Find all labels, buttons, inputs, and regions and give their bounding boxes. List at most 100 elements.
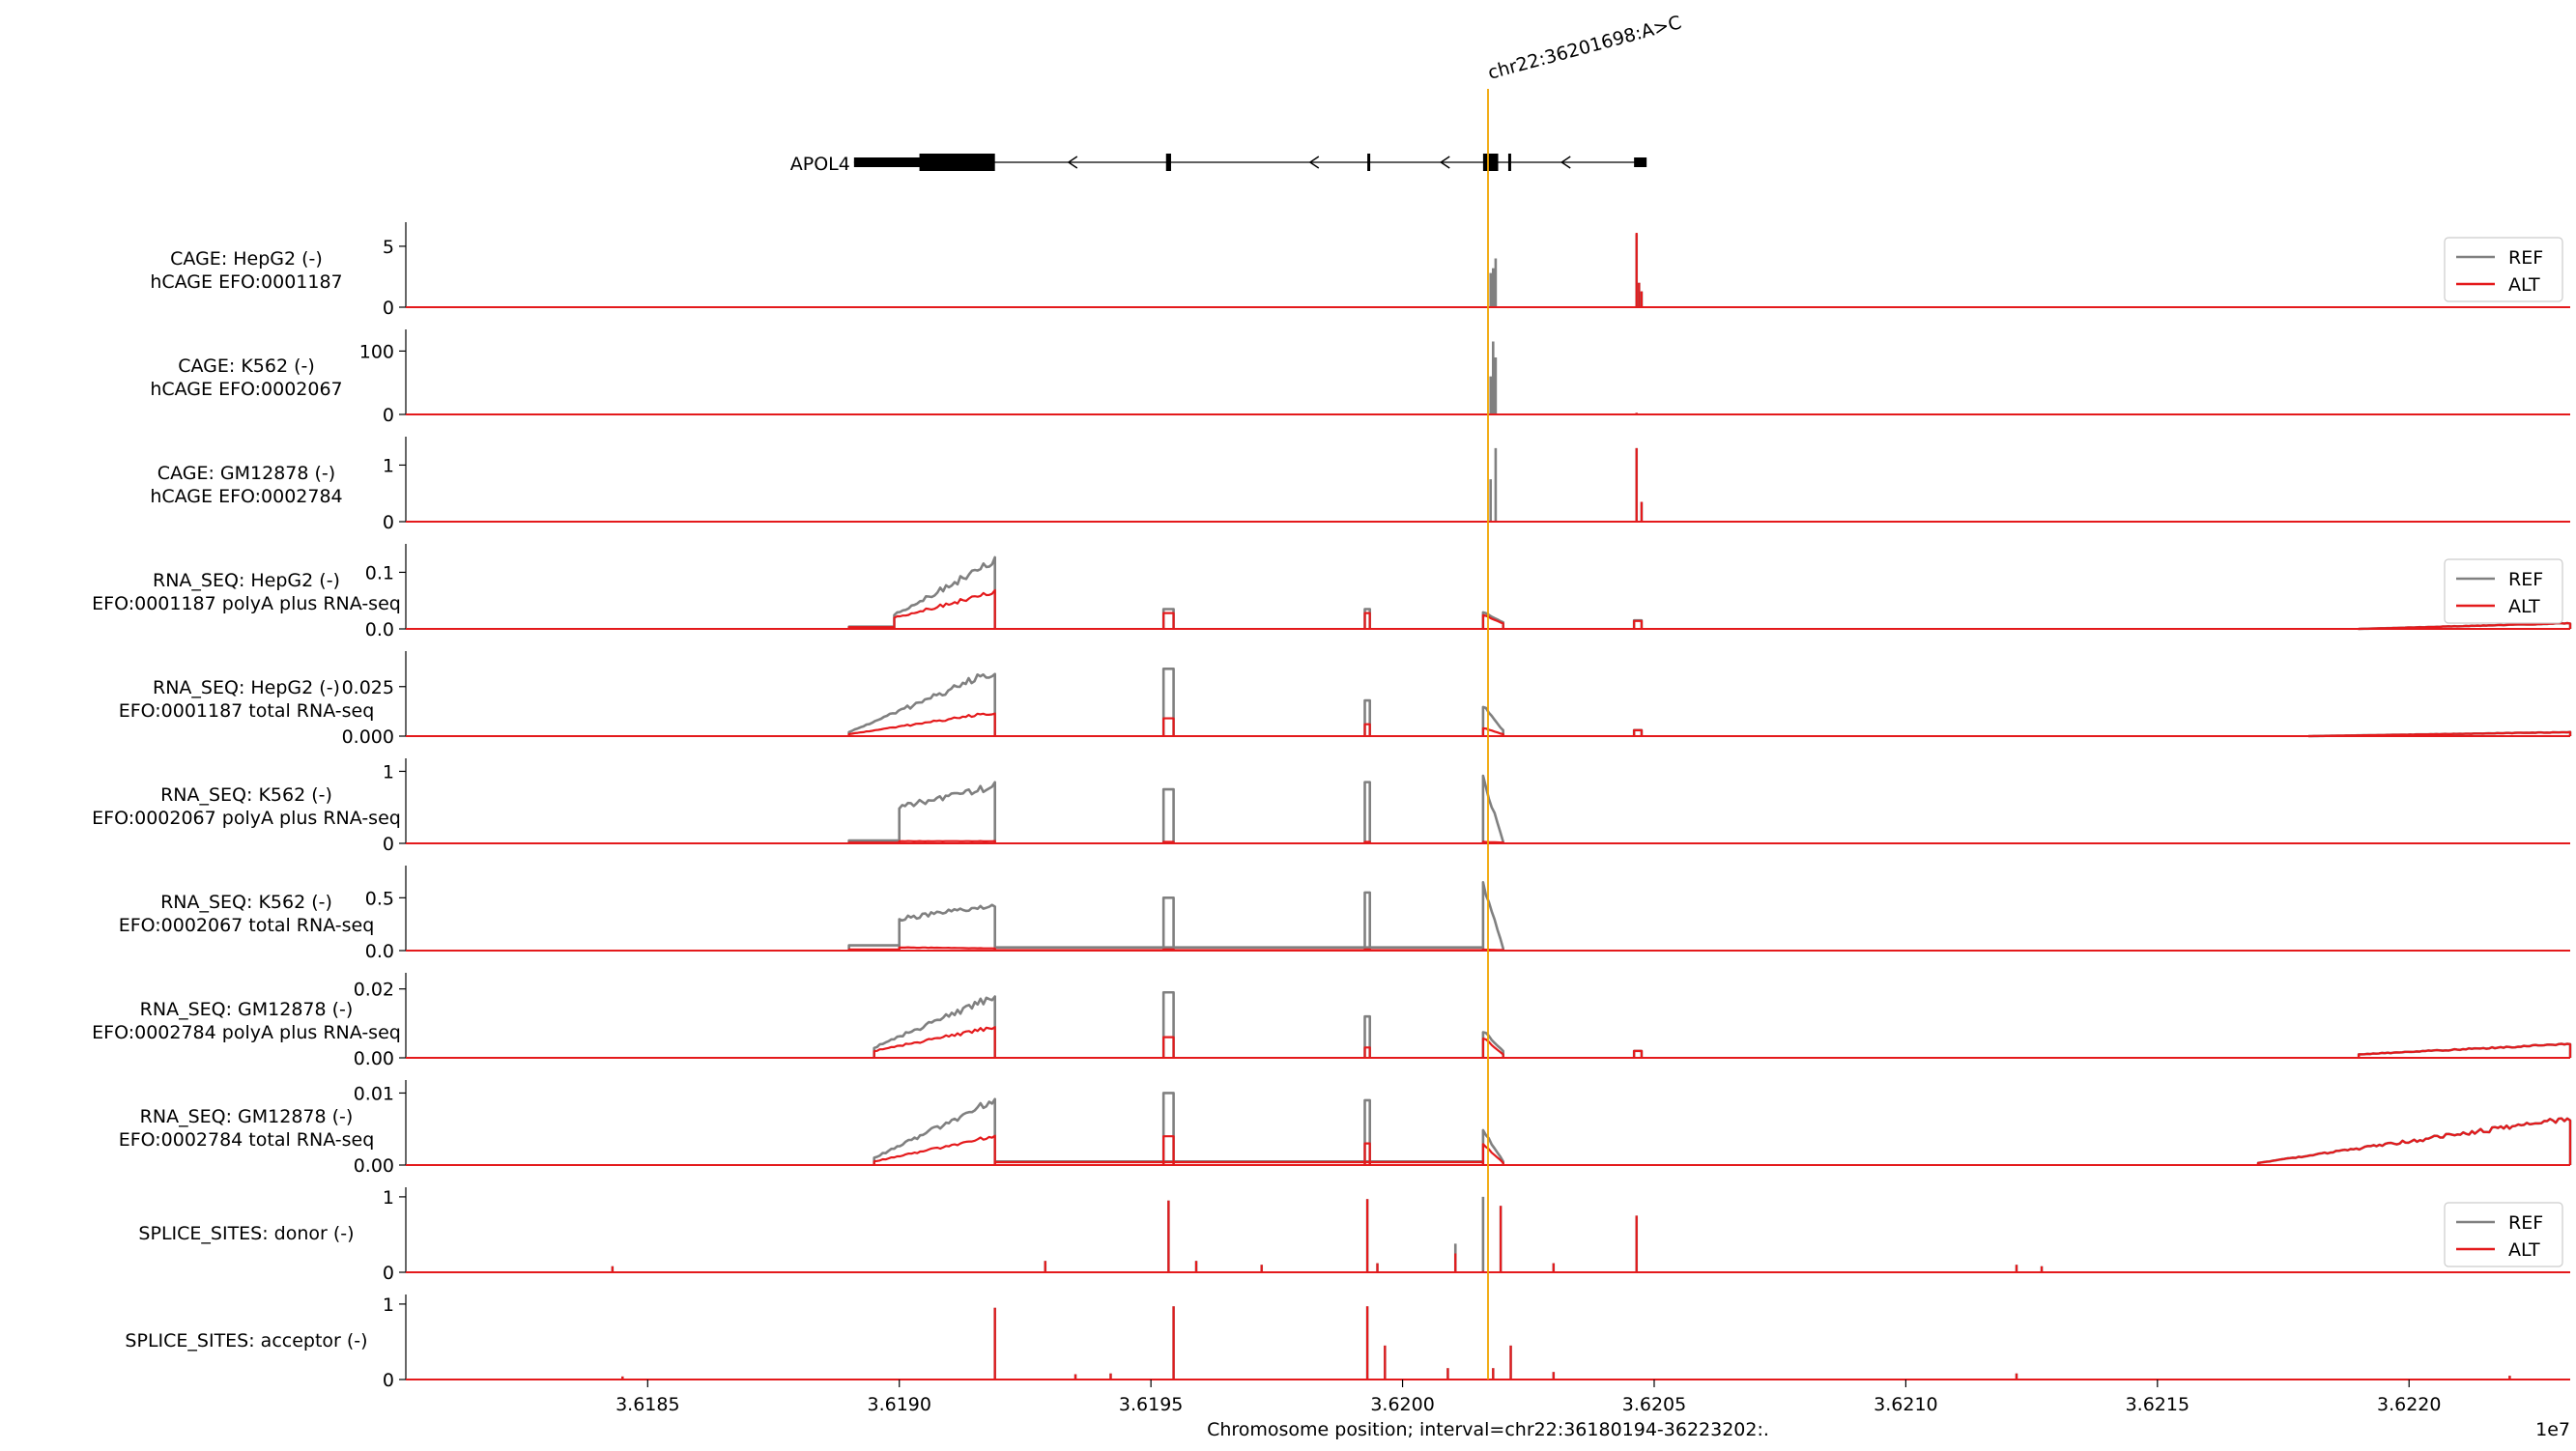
legend-ref-label: REF <box>2508 1212 2543 1234</box>
track-sublabel: EFO:0002784 polyA plus RNA-seq <box>92 1022 401 1043</box>
track-label: CAGE: HepG2 (-) <box>170 248 323 270</box>
alt-signal <box>847 588 2572 631</box>
x-tick-label: 3.6195 <box>1119 1394 1183 1415</box>
y-tick-label: 0.5 <box>365 888 394 909</box>
gene-exon <box>1634 157 1647 167</box>
x-axis-label: Chromosome position; interval=chr22:3618… <box>1207 1419 1769 1440</box>
x-tick-label: 3.6190 <box>867 1394 930 1415</box>
y-tick-label: 0.00 <box>354 1048 394 1069</box>
legend: REF ALT <box>2444 1202 2563 1267</box>
legend-ref-label: REF <box>2508 569 2543 590</box>
y-tick-label: 0 <box>383 512 394 533</box>
legend-alt-label: ALT <box>2508 274 2540 296</box>
ref-signal <box>847 668 2572 738</box>
track-label: RNA_SEQ: GM12878 (-) <box>140 999 354 1020</box>
track-label: RNA_SEQ: HepG2 (-) <box>153 677 340 698</box>
y-tick-label: 0.0 <box>365 941 394 962</box>
ref-signal <box>1489 234 1644 307</box>
track-sublabel: hCAGE EFO:0002784 <box>150 486 342 507</box>
track-sublabel: hCAGE EFO:0001187 <box>150 271 342 293</box>
variant-marker: chr22:36201698:A>C <box>1486 12 1683 1380</box>
gene-exon <box>1482 154 1499 171</box>
x-tick-label: 3.6215 <box>2126 1394 2190 1415</box>
strand-arrow-icon <box>1308 156 1320 169</box>
y-tick-label: 0 <box>383 1263 394 1284</box>
gene-exon <box>919 154 995 171</box>
track: 0 1 SPLICE_SITES: donor (-) REF ALT <box>138 1187 2570 1284</box>
ref-signal <box>847 774 1505 844</box>
track-label: CAGE: GM12878 (-) <box>157 463 335 484</box>
y-tick-label: 0 <box>383 405 394 426</box>
track-label: RNA_SEQ: GM12878 (-) <box>140 1106 354 1127</box>
x-tick-label: 3.6200 <box>1370 1394 1434 1415</box>
track: 0 100 CAGE: K562 (-)hCAGE EFO:0002067 <box>150 329 2570 426</box>
track-label: CAGE: K562 (-) <box>178 356 315 377</box>
legend-ref-label: REF <box>2508 247 2543 269</box>
track: 0 1 CAGE: GM12878 (-)hCAGE EFO:0002784 <box>150 437 2570 533</box>
y-tick-label: 1 <box>383 1187 394 1209</box>
x-tick-label: 3.6210 <box>1874 1394 1937 1415</box>
y-tick-label: 0.025 <box>342 677 394 698</box>
strand-arrow-icon <box>1439 156 1450 169</box>
track-sublabel: EFO:0002067 total RNA-seq <box>119 915 375 936</box>
x-offset-label: 1e7 <box>2535 1419 2570 1440</box>
ref-signal <box>847 881 1505 952</box>
ref-signal <box>611 1196 2044 1272</box>
tracks: 0 5 CAGE: HepG2 (-)hCAGE EFO:0001187 REF ALT… <box>92 222 2572 1391</box>
track-sublabel: hCAGE EFO:0002067 <box>150 379 342 400</box>
track-label: RNA_SEQ: K562 (-) <box>160 784 332 806</box>
x-tick-label: 3.6185 <box>615 1394 679 1415</box>
alt-signal <box>611 1199 2044 1272</box>
gene-exon <box>1165 154 1171 171</box>
alt-signal <box>1489 233 1644 307</box>
y-tick-label: 0 <box>383 298 394 319</box>
x-axis: 3.6185 3.6190 3.6195 3.6200 3.6205 3.6210 3.62… <box>615 1380 2570 1440</box>
legend-box <box>2444 1202 2563 1267</box>
legend: REF ALT <box>2444 558 2563 624</box>
strand-arrow-icon <box>1067 156 1078 169</box>
track-sublabel: EFO:0001187 total RNA-seq <box>119 700 375 722</box>
y-tick-label: 0.1 <box>365 562 394 583</box>
alt-signal <box>873 1026 2572 1059</box>
track: 0.0 0.5 RNA_SEQ: K562 (-)EFO:0002067 total… <box>119 866 2570 962</box>
strand-arrow-icon <box>1560 156 1571 169</box>
y-tick-label: 1 <box>383 455 394 476</box>
y-tick-label: 0.00 <box>354 1155 394 1177</box>
alt-signal <box>1489 447 1644 522</box>
y-tick-label: 0.02 <box>354 980 394 1001</box>
ref-signal <box>1489 341 1639 414</box>
track: 0.0 0.1 RNA_SEQ: HepG2 (-)EFO:0001187 poly… <box>92 544 2572 640</box>
gene-exon <box>853 157 970 167</box>
track-sublabel: EFO:0001187 polyA plus RNA-seq <box>92 593 401 614</box>
y-tick-label: 1 <box>383 761 394 782</box>
track-label: RNA_SEQ: HepG2 (-) <box>153 570 340 591</box>
alt-signal <box>873 1117 2572 1166</box>
y-tick-label: 0.0 <box>365 619 394 640</box>
ref-signal <box>847 555 2572 631</box>
gene-annotation: APOL4 <box>790 154 1647 175</box>
x-tick-label: 3.6205 <box>1622 1394 1686 1415</box>
legend-alt-label: ALT <box>2508 1239 2540 1261</box>
track-label: SPLICE_SITES: acceptor (-) <box>125 1330 367 1351</box>
y-tick-label: 1 <box>383 1295 394 1316</box>
ref-signal <box>620 1306 2511 1380</box>
track: 0 5 CAGE: HepG2 (-)hCAGE EFO:0001187 REF ALT <box>150 222 2570 319</box>
legend-alt-label: ALT <box>2508 596 2540 617</box>
track: 0 1 RNA_SEQ: K562 (-)EFO:0002067 polyA plu… <box>92 758 2570 855</box>
y-tick-label: 0 <box>383 834 394 855</box>
legend-box <box>2444 237 2563 302</box>
legend-box <box>2444 558 2563 624</box>
alt-signal <box>847 712 2572 738</box>
track: 0 1 SPLICE_SITES: acceptor (-) <box>125 1295 2570 1391</box>
y-tick-label: 100 <box>359 341 394 362</box>
y-tick-label: 0.01 <box>354 1083 394 1104</box>
y-tick-label: 0.000 <box>342 726 394 748</box>
legend: REF ALT <box>2444 237 2563 302</box>
ref-signal <box>1489 447 1644 522</box>
track-label: SPLICE_SITES: donor (-) <box>138 1223 354 1244</box>
track-sublabel: EFO:0002067 polyA plus RNA-seq <box>92 808 401 829</box>
